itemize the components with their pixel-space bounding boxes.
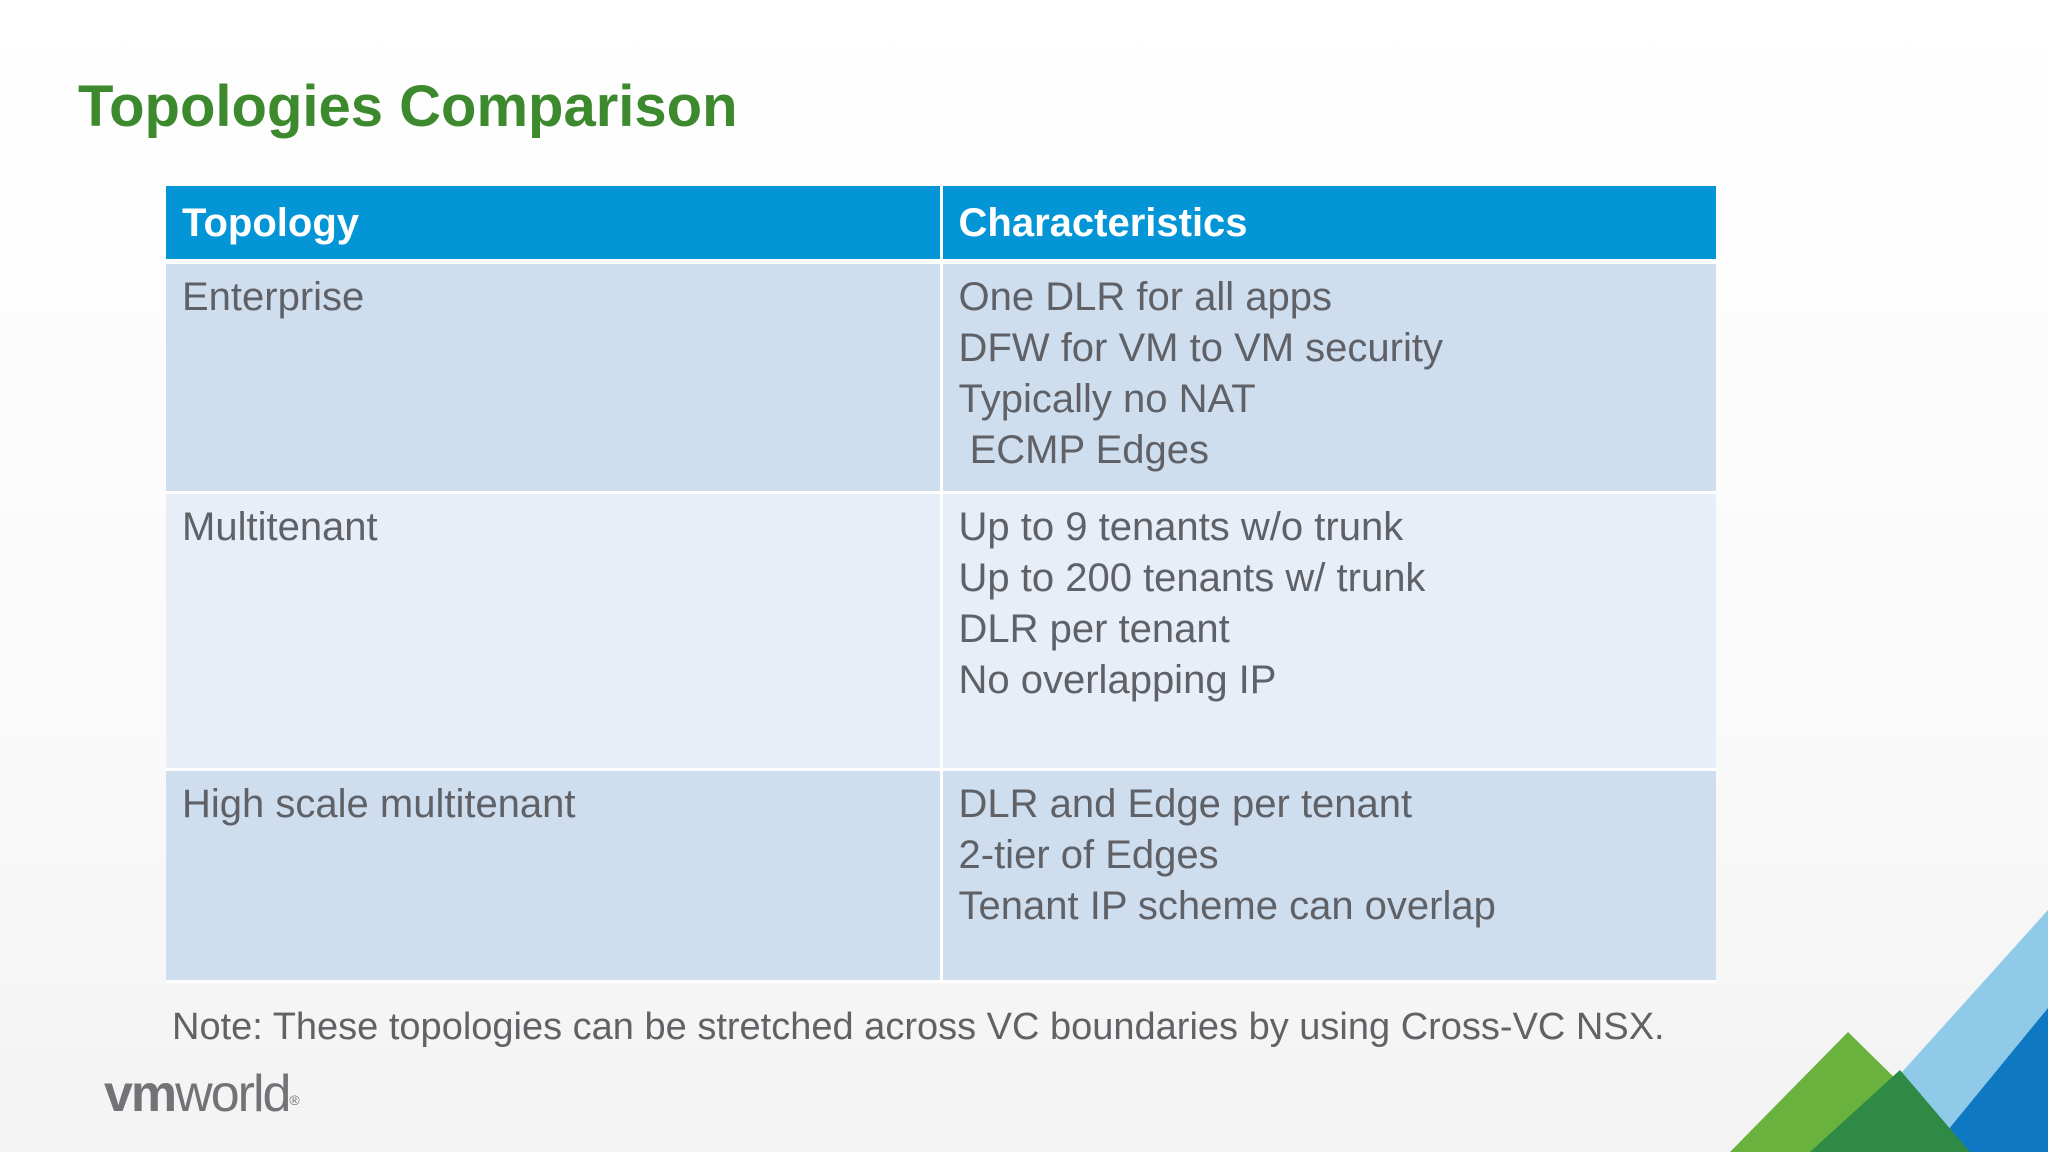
characteristic-line: DLR and Edge per tenant <box>958 781 1413 826</box>
topology-cell: High scale multitenant <box>166 769 943 983</box>
table-row: Enterprise One DLR for all apps DFW for … <box>166 261 1716 494</box>
characteristic-line: One DLR for all apps <box>958 274 1333 319</box>
vmworld-logo: vmworld® <box>104 1064 300 1124</box>
topology-cell: Multitenant <box>166 492 943 771</box>
logo-world: world <box>175 1065 291 1123</box>
comparison-table-container: Topology Characteristics Enterprise One … <box>166 186 1716 983</box>
topology-name: High scale multitenant <box>182 781 576 826</box>
topology-name: Multitenant <box>182 504 378 549</box>
characteristic-line: No overlapping IP <box>958 657 1277 702</box>
characteristics-cell: Up to 9 tenants w/o trunk Up to 200 tena… <box>941 492 1716 771</box>
header-characteristics: Characteristics <box>941 186 1716 264</box>
characteristics-cell: One DLR for all apps DFW for VM to VM se… <box>941 261 1716 494</box>
footnote: Note: These topologies can be stretched … <box>172 1006 1665 1048</box>
characteristics-cell: DLR and Edge per tenant 2-tier of Edges … <box>941 769 1716 983</box>
triangle-dark-green <box>1810 1070 1970 1152</box>
comparison-table: Topology Characteristics Enterprise One … <box>166 186 1716 983</box>
characteristic-line: DLR per tenant <box>958 606 1230 651</box>
characteristic-line: Up to 200 tenants w/ trunk <box>958 555 1426 600</box>
characteristic-line: ECMP Edges <box>958 427 1209 472</box>
characteristic-line: Up to 9 tenants w/o trunk <box>958 504 1404 549</box>
characteristic-line: Tenant IP scheme can overlap <box>958 883 1496 928</box>
logo-registered-mark: ® <box>289 1092 300 1108</box>
characteristic-line: Typically no NAT <box>958 376 1256 421</box>
topology-name: Enterprise <box>182 274 365 319</box>
table-header-row: Topology Characteristics <box>166 186 1716 264</box>
characteristic-line: 2-tier of Edges <box>958 832 1219 877</box>
table-row: High scale multitenant DLR and Edge per … <box>166 769 1716 983</box>
header-topology: Topology <box>166 186 943 264</box>
triangle-blue <box>1930 1008 2048 1152</box>
characteristic-line: DFW for VM to VM security <box>958 325 1444 370</box>
table-row: Multitenant Up to 9 tenants w/o trunk Up… <box>166 492 1716 771</box>
triangles-brand-graphic-icon <box>1730 910 2048 1152</box>
slide-title: Topologies Comparison <box>78 74 738 139</box>
logo-vm: vm <box>104 1065 177 1123</box>
topology-cell: Enterprise <box>166 261 943 494</box>
